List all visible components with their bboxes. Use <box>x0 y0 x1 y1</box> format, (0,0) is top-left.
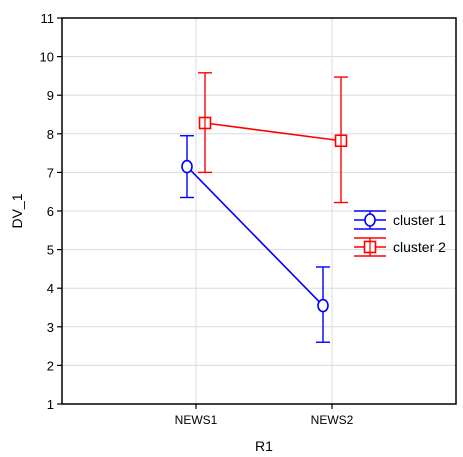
series-line <box>186 166 324 307</box>
legend-label: cluster 2 <box>393 239 446 255</box>
data-point-marker <box>181 159 193 174</box>
legend-label: cluster 1 <box>393 212 446 228</box>
series-1 <box>198 72 348 204</box>
y-tick-label: 4 <box>47 281 54 296</box>
legend-item-1: cluster 2 <box>354 237 446 257</box>
x-tick-label: NEWS2 <box>311 413 354 427</box>
y-tick-label: 3 <box>47 320 54 335</box>
legend-symbol <box>354 210 386 230</box>
y-axis-ticks: 1 2 3 4 5 6 7 8 9 10 11 <box>40 11 62 412</box>
y-tick-label: 1 <box>47 397 54 412</box>
y-tick-label: 2 <box>47 358 54 373</box>
legend-marker <box>364 213 376 227</box>
grid <box>62 18 456 404</box>
y-tick-label: 9 <box>47 88 54 103</box>
y-tick-label: 8 <box>47 127 54 142</box>
y-axis-title: DV_1 <box>9 193 25 228</box>
y-tick-label: 7 <box>47 165 54 180</box>
x-tick-label: NEWS1 <box>175 413 218 427</box>
legend-symbol <box>354 237 386 257</box>
y-tick-label: 6 <box>47 204 54 219</box>
y-tick-label: 11 <box>41 11 55 26</box>
series-0 <box>180 135 330 343</box>
y-tick-label: 5 <box>47 243 54 258</box>
x-axis-ticks: NEWS1 NEWS2 <box>175 404 354 427</box>
legend-item-0: cluster 1 <box>354 210 446 230</box>
series-line <box>204 122 342 142</box>
legend: cluster 1 cluster 2 <box>354 210 446 257</box>
series-layer <box>180 72 348 343</box>
y-tick-label: 10 <box>40 50 54 65</box>
data-point-marker <box>317 298 329 313</box>
x-axis-title: R1 <box>255 438 273 454</box>
